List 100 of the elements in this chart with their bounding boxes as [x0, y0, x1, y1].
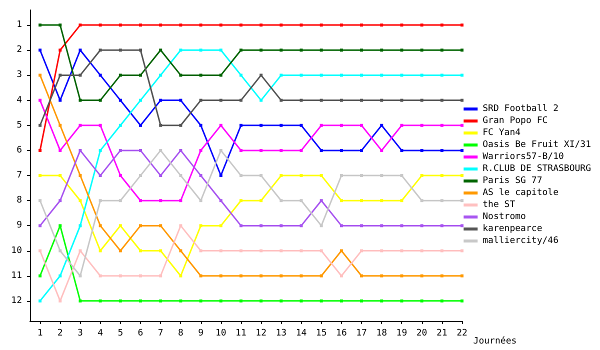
point	[460, 48, 464, 52]
point	[300, 299, 303, 302]
x-tick-label: 14	[296, 328, 307, 338]
point	[219, 74, 222, 77]
point	[78, 224, 82, 228]
point	[440, 299, 444, 302]
point	[300, 199, 303, 202]
point	[118, 148, 122, 152]
point	[380, 224, 384, 228]
point	[260, 24, 263, 27]
point	[380, 249, 384, 252]
point	[460, 249, 464, 252]
point	[159, 24, 162, 27]
x-tick-label: 11	[236, 328, 246, 338]
legend-label: karenpearce	[482, 224, 542, 234]
point	[380, 299, 384, 302]
line-series	[38, 174, 464, 278]
point	[98, 74, 102, 77]
point	[380, 274, 384, 278]
x-tick-label: 1	[37, 328, 43, 338]
legend-label: Warriors57-B/10	[482, 152, 564, 162]
point	[260, 274, 263, 278]
line-series	[38, 24, 464, 102]
point	[159, 249, 162, 252]
legend-label: AS le capitole	[482, 188, 558, 198]
point	[320, 174, 323, 178]
point	[98, 24, 102, 27]
point	[460, 299, 464, 302]
point	[300, 274, 303, 278]
point	[118, 274, 122, 278]
point	[78, 124, 82, 127]
point	[440, 274, 444, 278]
point	[58, 199, 62, 202]
point	[239, 48, 242, 52]
point	[440, 124, 444, 127]
point	[280, 98, 283, 102]
point	[179, 74, 182, 77]
point	[139, 98, 142, 102]
legend-label: malliercity/46	[482, 236, 558, 246]
point	[58, 98, 62, 102]
point	[360, 124, 364, 127]
x-tick-label: 16	[336, 328, 347, 338]
point	[78, 24, 82, 27]
point	[98, 48, 102, 52]
point	[440, 174, 444, 178]
point	[179, 199, 182, 202]
point	[219, 48, 222, 52]
point	[118, 98, 122, 102]
point	[320, 249, 323, 252]
point	[179, 98, 182, 102]
point	[78, 148, 82, 152]
legend-label: the ST	[482, 200, 516, 210]
point	[179, 249, 182, 252]
point	[400, 224, 404, 228]
x-tick-label: 3	[78, 328, 83, 338]
point	[219, 148, 222, 152]
point	[139, 274, 142, 278]
point	[239, 274, 242, 278]
point	[219, 98, 222, 102]
point	[219, 274, 222, 278]
legend-label: Oasis Be Fruit XI/31	[482, 140, 592, 150]
point	[460, 74, 464, 77]
x-tick-label: 20	[416, 328, 428, 338]
point	[98, 124, 102, 127]
x-tick-label: 8	[178, 328, 184, 338]
point	[260, 48, 263, 52]
point	[340, 274, 343, 278]
point	[400, 274, 404, 278]
point	[179, 48, 182, 52]
point	[320, 224, 323, 228]
line-series	[38, 148, 464, 278]
point	[239, 124, 242, 127]
point	[380, 148, 384, 152]
point	[440, 74, 444, 77]
point	[78, 249, 82, 252]
point	[380, 199, 384, 202]
point	[38, 249, 42, 252]
point	[159, 74, 162, 77]
point	[219, 249, 222, 252]
point	[98, 274, 102, 278]
point	[159, 174, 162, 178]
x-tick-label: 4	[98, 328, 104, 338]
point	[179, 148, 182, 152]
point	[360, 48, 364, 52]
point	[179, 224, 182, 228]
point	[118, 74, 122, 77]
point	[440, 48, 444, 52]
point	[260, 299, 263, 302]
point	[199, 174, 202, 178]
y-tick-label: 4	[16, 95, 22, 106]
point	[400, 74, 404, 77]
point	[420, 24, 424, 27]
point	[380, 48, 384, 52]
point	[239, 24, 242, 27]
point	[78, 74, 82, 77]
point	[420, 299, 424, 302]
point	[340, 24, 343, 27]
point	[360, 98, 364, 102]
point	[340, 48, 343, 52]
point	[280, 299, 283, 302]
